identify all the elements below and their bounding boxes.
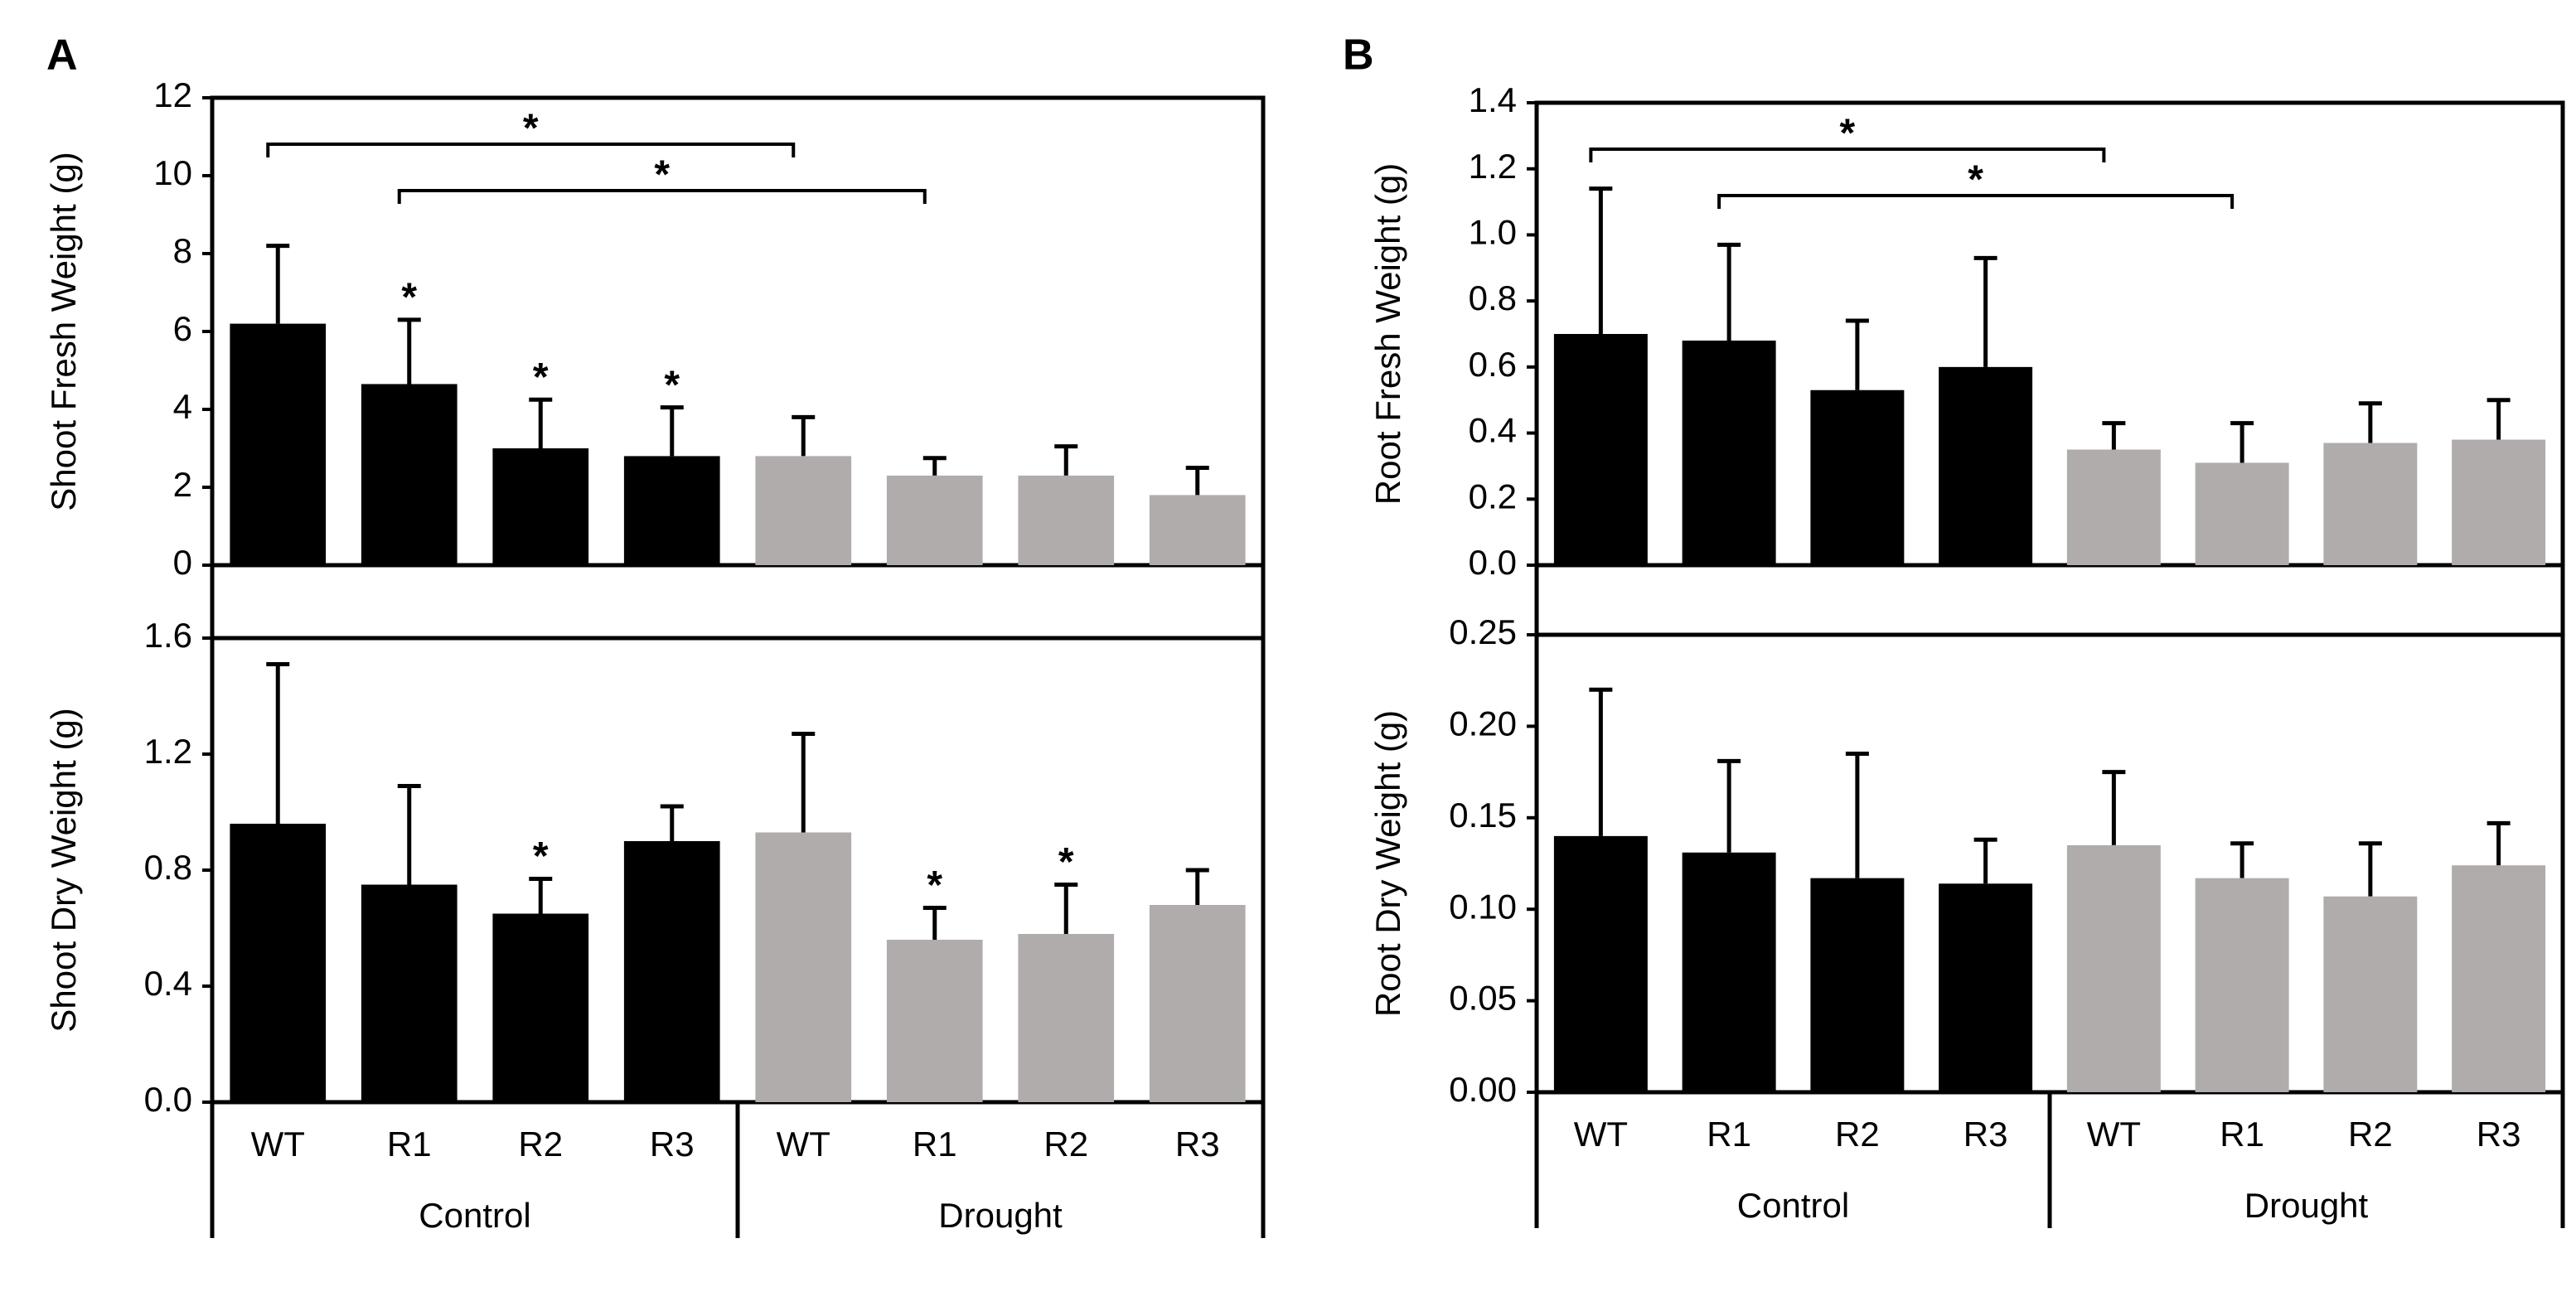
x-tick-label: R1 bbox=[2220, 1115, 2264, 1154]
bar bbox=[1553, 334, 1648, 565]
significance-star: * bbox=[664, 363, 680, 407]
bar bbox=[1149, 905, 1246, 1102]
x-tick-label: R3 bbox=[650, 1125, 695, 1163]
y-tick-label: 6 bbox=[173, 309, 192, 348]
group-label: Drought bbox=[2244, 1186, 2369, 1225]
comparison-bracket bbox=[397, 189, 927, 204]
comparison-bracket bbox=[1717, 194, 2235, 209]
x-tick-label: R3 bbox=[1963, 1115, 2008, 1154]
bar bbox=[2323, 443, 2418, 565]
bar bbox=[2066, 844, 2161, 1092]
y-tick-label: 0.4 bbox=[1469, 411, 1517, 450]
group-label: Drought bbox=[938, 1196, 1063, 1235]
bar bbox=[755, 456, 852, 565]
bar bbox=[2452, 439, 2546, 565]
significance-star: * bbox=[927, 864, 942, 907]
y-tick-label: 0.6 bbox=[1469, 345, 1517, 384]
bar bbox=[2195, 462, 2289, 565]
y-tick-label: 1.6 bbox=[144, 616, 192, 655]
bar bbox=[1810, 878, 1905, 1092]
bar bbox=[755, 832, 852, 1102]
x-tick-label: R3 bbox=[1175, 1125, 1220, 1163]
bar bbox=[886, 475, 983, 565]
bar bbox=[1939, 883, 2033, 1092]
y-axis-label: Shoot Fresh Weight (g) bbox=[44, 152, 83, 510]
bar bbox=[2323, 896, 2418, 1092]
x-tick-label: WT bbox=[251, 1125, 305, 1163]
y-tick-label: 0.2 bbox=[1469, 477, 1517, 515]
x-tick-label: R1 bbox=[1707, 1115, 1751, 1154]
bar bbox=[1682, 340, 1776, 565]
y-tick-label: 1.2 bbox=[144, 732, 192, 771]
significance-star: * bbox=[533, 834, 549, 878]
bar bbox=[230, 323, 327, 565]
y-axis-label: Shoot Dry Weight (g) bbox=[44, 708, 83, 1032]
x-tick-label: R2 bbox=[1043, 1125, 1088, 1163]
y-tick-label: 12 bbox=[153, 75, 192, 114]
bar bbox=[1939, 366, 2033, 565]
bar bbox=[886, 940, 983, 1102]
y-tick-label: 0.00 bbox=[1449, 1070, 1517, 1109]
comparison-star: * bbox=[1968, 158, 1983, 202]
y-tick-label: 1.0 bbox=[1469, 213, 1517, 252]
y-tick-label: 2 bbox=[173, 465, 192, 504]
y-tick-label: 0.15 bbox=[1449, 796, 1517, 834]
significance-star: * bbox=[401, 276, 417, 320]
significance-star: * bbox=[1058, 840, 1074, 884]
x-tick-label: R3 bbox=[2477, 1115, 2521, 1154]
x-tick-label: R2 bbox=[1835, 1115, 1880, 1154]
y-tick-label: 0.10 bbox=[1449, 887, 1517, 926]
bar bbox=[1553, 835, 1648, 1092]
comparison-bracket bbox=[266, 143, 796, 157]
bar bbox=[492, 913, 589, 1102]
group-label: Control bbox=[1737, 1186, 1849, 1225]
bar bbox=[2195, 878, 2289, 1092]
bar bbox=[2452, 865, 2546, 1092]
significance-star: * bbox=[533, 356, 549, 399]
comparison-star: * bbox=[523, 107, 539, 151]
y-tick-label: 4 bbox=[173, 387, 192, 426]
x-tick-label: R2 bbox=[518, 1125, 563, 1163]
bar bbox=[361, 884, 458, 1102]
comparison-star: * bbox=[654, 153, 670, 197]
y-tick-label: 0.05 bbox=[1449, 979, 1517, 1018]
x-tick-label: R2 bbox=[2348, 1115, 2393, 1154]
bar bbox=[623, 841, 720, 1102]
comparison-bracket bbox=[1589, 148, 2106, 162]
panel-label: B bbox=[1343, 31, 1374, 80]
y-axis-label: Root Dry Weight (g) bbox=[1368, 710, 1407, 1017]
y-tick-label: 0.0 bbox=[144, 1080, 192, 1119]
y-tick-label: 0.20 bbox=[1449, 704, 1517, 743]
y-tick-label: 0.4 bbox=[144, 964, 192, 1003]
bar bbox=[361, 384, 458, 565]
x-tick-label: WT bbox=[2087, 1115, 2141, 1154]
y-tick-label: 0.25 bbox=[1449, 612, 1517, 651]
y-tick-label: 1.4 bbox=[1469, 80, 1517, 119]
bar bbox=[1810, 389, 1905, 565]
x-tick-label: WT bbox=[1574, 1115, 1628, 1154]
y-tick-label: 0.8 bbox=[144, 848, 192, 887]
bar bbox=[2066, 449, 2161, 565]
group-label: Control bbox=[419, 1196, 530, 1235]
bar bbox=[1682, 852, 1776, 1092]
comparison-star: * bbox=[1840, 112, 1856, 156]
y-axis-label: Root Fresh Weight (g) bbox=[1368, 163, 1407, 505]
y-tick-label: 10 bbox=[153, 153, 192, 192]
y-tick-label: 1.2 bbox=[1469, 147, 1517, 186]
bar bbox=[623, 456, 720, 565]
x-tick-label: WT bbox=[777, 1125, 830, 1163]
panel-label: A bbox=[46, 31, 78, 80]
y-tick-label: 0 bbox=[173, 543, 192, 582]
x-tick-label: R1 bbox=[387, 1125, 432, 1163]
bar bbox=[230, 824, 327, 1102]
bar bbox=[1018, 475, 1115, 565]
x-tick-label: R1 bbox=[913, 1125, 957, 1163]
bar bbox=[1018, 934, 1115, 1102]
bar bbox=[492, 448, 589, 565]
y-tick-label: 0.8 bbox=[1469, 278, 1517, 317]
y-tick-label: 0.0 bbox=[1469, 543, 1517, 582]
bar bbox=[1149, 495, 1246, 565]
y-tick-label: 8 bbox=[173, 231, 192, 270]
